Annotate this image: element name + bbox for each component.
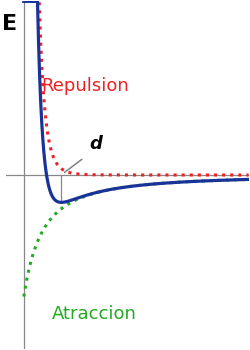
Text: d: d (89, 135, 102, 153)
Text: E: E (2, 14, 17, 34)
Text: Repulsion: Repulsion (42, 77, 129, 95)
Text: Atraccion: Atraccion (52, 305, 136, 323)
